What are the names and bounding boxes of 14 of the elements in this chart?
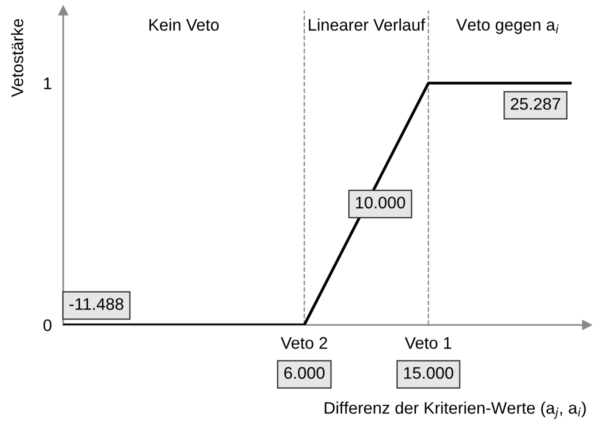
ref-line-label: Veto 1 [404,337,452,349]
ref-line-label: Veto 2 [280,337,328,349]
x-tick-label: 15.000 [404,367,454,379]
annotation: -11.488 [70,298,124,310]
annotation: Kein Veto [149,18,219,31]
annotation: 10.000 [356,196,406,208]
annotation: 25.287 [510,98,560,110]
x-tick-label: 6.000 [284,367,325,379]
y-tick-label: 0 [43,319,52,332]
annotation: Veto gegen a$_{i}$ [456,19,559,34]
y-tick-label: 1 [44,78,52,90]
y-axis-title: Vetostärke [11,19,24,98]
x-axis-title: Differenz der Kriterien-Werte (a$_{j}$, a$_{i}$) [324,402,586,419]
annotation: Linearer Verlauf [308,18,426,31]
